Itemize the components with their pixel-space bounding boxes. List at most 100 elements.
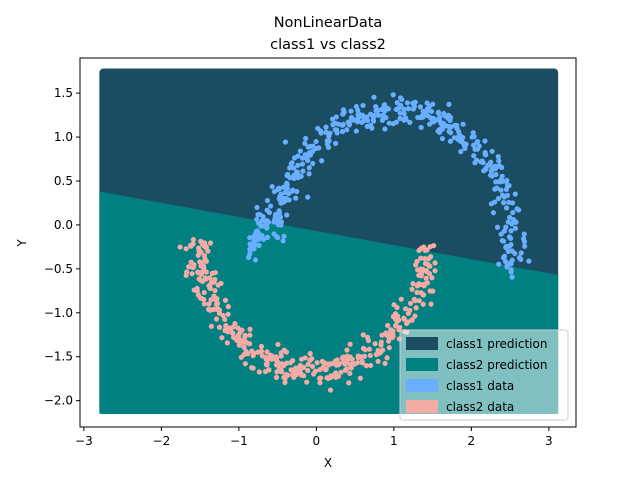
y-tick-label: −1.0 xyxy=(44,306,73,320)
class2-data-point xyxy=(363,363,369,369)
class1-data-point xyxy=(446,101,452,107)
class1-data-point xyxy=(284,212,290,218)
class1-data-point xyxy=(386,120,392,126)
class1-data-point xyxy=(367,111,374,117)
class2-data-point xyxy=(203,258,209,264)
class2-data-point xyxy=(222,316,228,323)
class1-data-point xyxy=(376,112,382,118)
class2-data-point xyxy=(225,311,231,317)
class2-data-point xyxy=(242,361,248,367)
class1-data-point xyxy=(307,143,313,150)
class2-data-point xyxy=(309,363,316,370)
class1-data-point xyxy=(252,232,258,238)
class1-data-point xyxy=(495,154,501,160)
class1-data-point xyxy=(481,168,487,174)
class1-data-point xyxy=(494,224,501,230)
class1-data-point xyxy=(498,187,504,193)
class2-data-point xyxy=(328,361,334,367)
class2-data-point xyxy=(212,287,218,294)
class1-data-point xyxy=(339,128,346,135)
class1-data-point xyxy=(498,231,504,237)
class2-data-point xyxy=(409,286,415,292)
class2-data-point xyxy=(344,366,350,372)
class2-data-point xyxy=(293,371,300,378)
class1-data-point xyxy=(302,140,308,146)
class1-data-point xyxy=(460,134,466,141)
class2-data-point xyxy=(264,349,270,355)
x-tick-label: −3 xyxy=(75,434,93,448)
class1-data-point xyxy=(502,258,509,264)
class2-data-point xyxy=(232,321,238,327)
class2-data-point xyxy=(330,373,337,379)
class1-data-point xyxy=(493,179,499,185)
class2-data-point xyxy=(302,355,308,361)
class1-data-point xyxy=(526,258,532,264)
class1-data-point xyxy=(355,112,361,118)
class1-data-point xyxy=(394,99,400,106)
class1-data-point xyxy=(410,106,416,112)
class1-data-point xyxy=(334,130,340,136)
class1-data-point xyxy=(447,114,454,120)
class2-data-point xyxy=(410,281,416,287)
class2-data-point xyxy=(420,301,426,307)
class2-data-point xyxy=(317,380,323,386)
class1-data-point xyxy=(275,235,281,241)
chart-title: NonLinearData xyxy=(274,15,383,31)
class2-data-point xyxy=(274,359,281,365)
class2-data-point xyxy=(201,240,208,246)
class1-data-point xyxy=(269,183,275,190)
class1-data-point xyxy=(506,199,512,205)
axes-frame xyxy=(79,57,577,428)
class1-data-point xyxy=(254,216,260,222)
class2-data-point xyxy=(256,369,262,375)
class1-data-point xyxy=(489,148,495,154)
class1-data-point xyxy=(380,105,386,112)
class2-data-point xyxy=(359,360,365,366)
class2-data-point xyxy=(422,256,428,262)
class1-data-point xyxy=(454,122,460,129)
class2-data-point xyxy=(392,311,399,317)
class1-data-point xyxy=(277,214,284,220)
class1-data-point xyxy=(313,138,319,145)
class2-data-point xyxy=(278,353,284,359)
class1-data-point xyxy=(488,201,494,207)
class2-data-point xyxy=(362,347,368,353)
class2-data-point xyxy=(284,360,290,366)
class1-data-point xyxy=(522,243,528,249)
class2-data-point xyxy=(258,343,265,350)
class2-data-point xyxy=(407,307,413,313)
class2-data-point xyxy=(386,338,392,344)
class1-data-point xyxy=(271,231,277,237)
x-axis-ticks: −3 −2 −1 0 1 2 3 xyxy=(75,427,553,448)
class1-data-point xyxy=(508,228,514,234)
class1-data-point xyxy=(382,126,388,132)
class1-data-point xyxy=(509,221,515,227)
legend-entry-class1-data: class1 data xyxy=(406,379,514,393)
class1-data-point xyxy=(494,185,500,191)
class1-data-point xyxy=(506,234,513,240)
y-tick-label: −0.5 xyxy=(44,262,73,276)
class2-data-point xyxy=(432,260,438,266)
class2-data-point xyxy=(241,344,247,350)
class1-data-point xyxy=(509,274,515,280)
class1-data-point xyxy=(490,210,496,216)
class2-data-point xyxy=(219,335,225,341)
legend-label-class1-data: class1 data xyxy=(446,379,514,393)
class2-data-point xyxy=(422,260,429,267)
class1-data-point xyxy=(501,194,507,200)
class2-data-point xyxy=(273,354,279,360)
class1-data-point xyxy=(489,173,495,179)
class1-data-point xyxy=(398,104,404,110)
class1-data-point xyxy=(315,125,321,131)
class2-data-point xyxy=(207,285,213,292)
class2-data-point xyxy=(323,366,329,372)
class2-data-point xyxy=(405,319,411,325)
class1-data-point xyxy=(488,159,494,165)
class2-data-point xyxy=(411,296,417,302)
class2-data-point xyxy=(264,360,270,366)
class1-data-point xyxy=(504,182,511,189)
class2-data-point xyxy=(432,268,438,274)
class1-data-point xyxy=(323,129,329,135)
class2-data-point xyxy=(195,269,201,275)
